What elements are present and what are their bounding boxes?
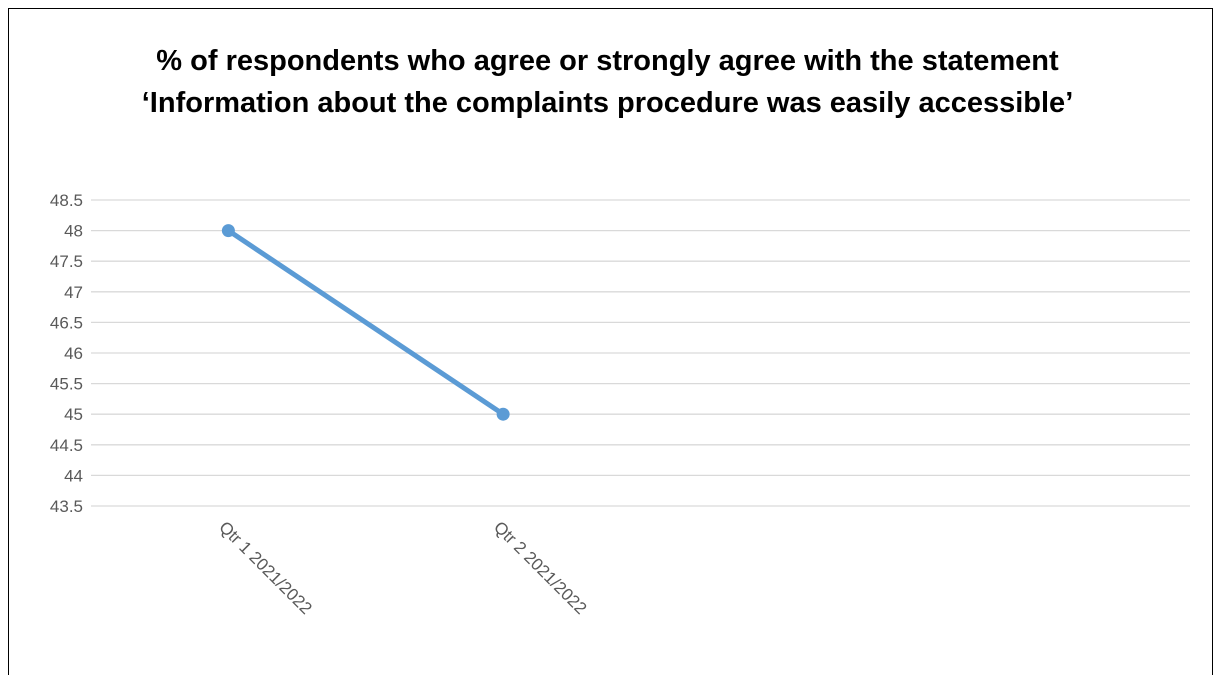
y-tick-label: 43.5 (50, 497, 83, 516)
x-tick-label: Qtr 1 2021/2022 (215, 518, 315, 618)
y-tick-label: 48.5 (50, 191, 83, 210)
data-point (221, 224, 235, 238)
data-point (496, 407, 510, 421)
y-tick-label: 47 (64, 283, 83, 302)
chart-frame (8, 8, 1213, 675)
y-tick-label: 48 (64, 222, 83, 241)
x-tick-label: Qtr 2 2021/2022 (490, 518, 590, 618)
series-line (225, 228, 506, 417)
y-tick-label: 47.5 (50, 252, 83, 271)
chart-title: % of respondents who agree or strongly a… (141, 45, 1074, 119)
y-tick-label: 45 (64, 405, 83, 424)
y-tick-label: 45.5 (50, 375, 83, 394)
y-tick-label: 44 (64, 466, 83, 485)
y-tick-label: 46 (64, 344, 83, 363)
y-tick-label: 46.5 (50, 313, 83, 332)
y-tick-label: 44.5 (50, 436, 83, 455)
